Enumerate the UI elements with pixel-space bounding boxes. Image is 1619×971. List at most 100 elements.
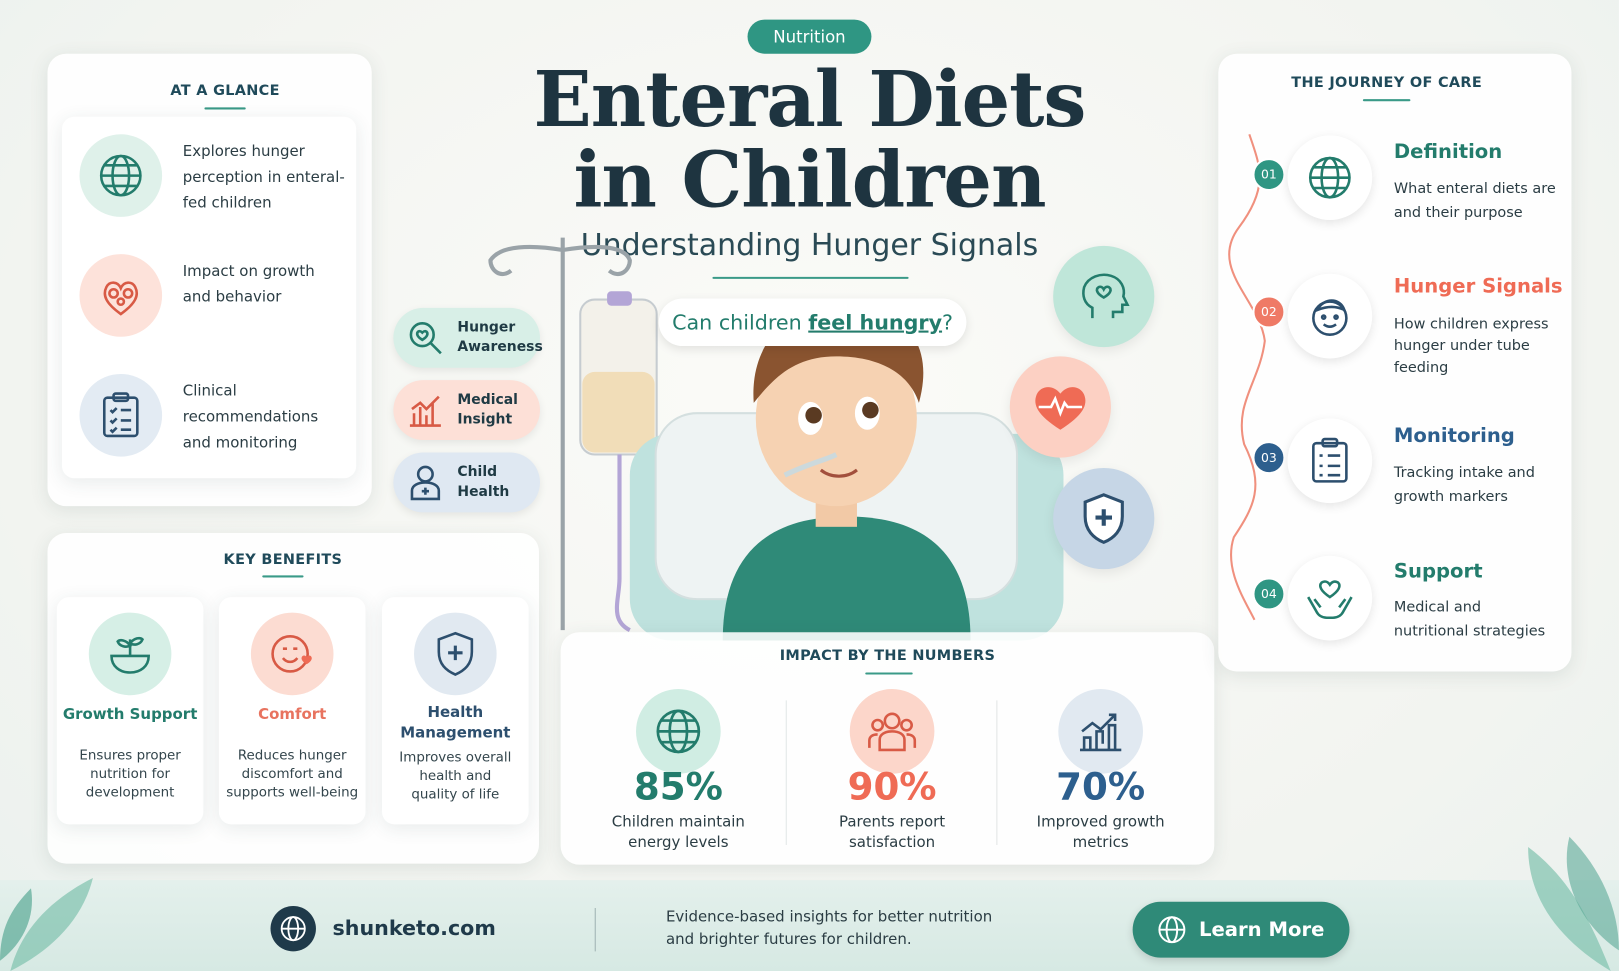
icon [437, 631, 474, 676]
question-text: ? [942, 309, 954, 335]
topic-badge: Nutrition [747, 19, 872, 54]
stat-label: Parents report satisfaction [838, 814, 946, 852]
benefit-title: Growth Support [62, 706, 198, 724]
step-text: How children express hunger under tube f… [1393, 316, 1549, 377]
icon [1312, 437, 1348, 483]
icon [1083, 493, 1124, 544]
child-icon [1287, 273, 1373, 359]
step-text: Medical and nutritional strategies [1393, 599, 1546, 640]
globe-icon [636, 689, 721, 774]
step-text: What enteral diets are and their purpose [1393, 180, 1556, 222]
step-title: Definition [1393, 140, 1503, 164]
glance-item: Explores hunger perception in enteral-fe… [182, 143, 345, 212]
section-heading: THE JOURNEY OF CARE [1291, 74, 1483, 91]
section-heading: AT A GLANCE [170, 82, 280, 100]
glance-item: Impact on growth and behavior [182, 263, 315, 306]
child-illustration [488, 237, 1064, 641]
journey-card [1218, 53, 1572, 672]
icon [656, 709, 701, 754]
growth-icon [1058, 689, 1143, 774]
divider [996, 700, 998, 845]
benefit-title: Comfort [258, 706, 327, 724]
icon [1079, 713, 1122, 752]
icon [868, 712, 917, 752]
step-number: 04 [1252, 577, 1286, 611]
heading-rule [865, 672, 913, 675]
icon [1307, 580, 1353, 620]
subtitle: Understanding Hunger Signals [580, 227, 1039, 263]
icon [102, 392, 139, 438]
section-heading: KEY BENEFITS [223, 551, 343, 569]
tag-label: Child Health [457, 463, 510, 500]
learn-more-button[interactable]: Learn More [1132, 901, 1350, 958]
benefit-card: Comfort Reduces hunger discomfort and su… [218, 597, 366, 825]
stat-label: Improved growth metrics [1036, 814, 1165, 852]
question-emphasis: feel hungry [808, 309, 943, 335]
globe-icon [79, 134, 163, 217]
divider [594, 908, 596, 952]
section-heading: IMPACT BY THE NUMBERS [779, 647, 996, 665]
step-title: Hunger Signals [1393, 274, 1563, 298]
icon [1312, 299, 1348, 336]
benefit-card: Health Management Improves overall healt… [382, 597, 529, 825]
care-icon [1287, 555, 1373, 641]
smile-icon [250, 612, 334, 696]
icon [410, 465, 441, 501]
clipboard-icon [79, 373, 163, 457]
step-number: 03 [1252, 441, 1286, 475]
stat-value: 85% [633, 766, 723, 809]
heading-rule [1362, 99, 1411, 102]
benefit-text: Reduces hunger discomfort and supports w… [226, 747, 359, 801]
question-text: Can children [672, 309, 809, 335]
stat-value: 70% [1056, 766, 1146, 809]
clipboard-icon [1287, 418, 1373, 504]
site-name: shunketo.com [332, 915, 496, 941]
journey-path [1228, 133, 1266, 621]
divider [785, 700, 787, 845]
icon [99, 154, 142, 197]
tagline: Evidence-based insights for better nutri… [665, 909, 993, 949]
stat-value: 90% [847, 766, 937, 809]
stat-label: Children maintain energy levels [611, 814, 745, 852]
title: Enteral Diets in Children [413, 60, 1206, 221]
benefit-text: Ensures proper nutrition for development [79, 747, 181, 801]
step-number: 01 [1252, 158, 1286, 192]
heart-icon [1009, 356, 1111, 458]
plant-icon [88, 612, 172, 696]
leaf-decoration [1528, 836, 1619, 971]
tag-pill: Child Health [393, 452, 540, 513]
icon [409, 322, 442, 355]
glance-item: Clinical recommendations and monitoring [182, 383, 319, 452]
family-icon [79, 254, 163, 337]
icon [271, 635, 312, 673]
icon [409, 395, 441, 427]
brain-icon [1053, 245, 1155, 348]
benefit-text: Improves overall health and quality of l… [399, 749, 512, 803]
icon [1158, 916, 1186, 944]
heading-rule [262, 575, 304, 578]
shield-icon [1053, 467, 1155, 570]
icon [1082, 273, 1130, 319]
tag-pill: Medical Insight [393, 380, 540, 441]
tag-label: Medical Insight [457, 391, 518, 428]
step-title: Monitoring [1393, 424, 1515, 448]
shield-icon [414, 612, 497, 696]
question-bubble: Can children feel hungry? [658, 298, 967, 347]
icon [1308, 156, 1351, 199]
benefit-title: Health Management [400, 704, 511, 742]
site-icon [270, 905, 316, 952]
title-line: in Children [573, 136, 1046, 226]
tag-label: Hunger Awareness [457, 319, 543, 356]
step-title: Support [1393, 559, 1483, 583]
tag-pill: Hunger Awareness [393, 307, 543, 368]
step-text: Tracking intake and growth markers [1393, 464, 1535, 506]
heading-rule [204, 107, 246, 110]
icon [280, 916, 306, 942]
step-number: 02 [1252, 295, 1286, 329]
globe-icon [1287, 135, 1373, 221]
benefit-card: Growth Support Ensures proper nutrition … [56, 597, 204, 825]
icon [1035, 387, 1086, 430]
leaf-decoration [0, 878, 93, 971]
